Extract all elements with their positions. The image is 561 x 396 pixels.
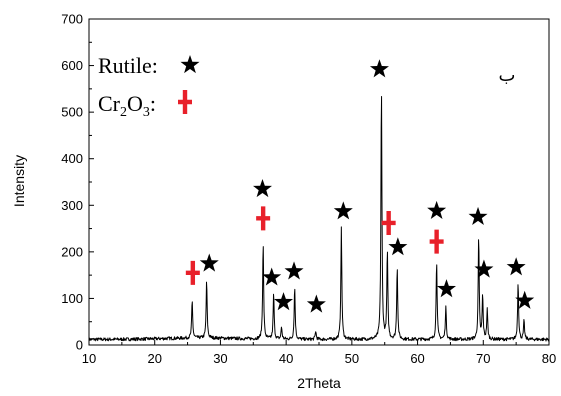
rutile-star-marker bbox=[474, 259, 494, 278]
legend-cr2o3-part-cr: Cr bbox=[98, 91, 121, 116]
xrd-series-line bbox=[88, 95, 550, 342]
rutile-star-marker bbox=[333, 201, 353, 220]
legend-cr2o3-part-sub2: 2 bbox=[120, 105, 127, 120]
plot-background bbox=[89, 19, 549, 345]
data-layer bbox=[88, 95, 550, 342]
y-tick-label: 700 bbox=[61, 12, 83, 27]
y-tick-label: 300 bbox=[61, 198, 83, 213]
rutile-star-marker bbox=[515, 290, 535, 309]
rutile-star-marker bbox=[262, 267, 282, 286]
y-tick-label: 200 bbox=[61, 244, 83, 259]
x-tick-label: 40 bbox=[279, 351, 293, 366]
y-tick-label: 400 bbox=[61, 151, 83, 166]
rutile-star-marker bbox=[427, 200, 447, 219]
marker-layer bbox=[185, 59, 535, 313]
y-tick-label: 500 bbox=[61, 105, 83, 120]
rutile-star-marker bbox=[436, 279, 456, 298]
rutile-star-marker bbox=[284, 261, 304, 280]
x-tick-label: 20 bbox=[147, 351, 161, 366]
rutile-star-marker bbox=[468, 206, 488, 226]
cr2o3-cross-marker bbox=[429, 229, 444, 254]
legend-cr2o3-part-sub3: 3 bbox=[143, 105, 150, 120]
rutile-star-marker bbox=[388, 237, 408, 256]
legend-star-icon bbox=[180, 55, 200, 74]
axis-layer: 10 20 30 40 50 60 70 80 0 100 200 300 400 500 600 700 bbox=[61, 12, 556, 367]
annotation-label: ب bbox=[499, 65, 516, 86]
x-tick-label: 70 bbox=[476, 351, 490, 366]
legend-label-rutile: Rutile: bbox=[98, 53, 158, 78]
y-tick-label: 100 bbox=[61, 291, 83, 306]
legend-cr2o3-part-colon: : bbox=[150, 91, 156, 116]
rutile-star-marker bbox=[274, 292, 294, 311]
x-tick-label: 80 bbox=[542, 351, 556, 366]
rutile-star-marker bbox=[506, 257, 526, 276]
rutile-star-marker bbox=[369, 59, 389, 78]
legend-cross-icon bbox=[178, 90, 192, 114]
legend: Rutile: Cr2O3: bbox=[98, 53, 200, 120]
rutile-star-marker bbox=[199, 253, 219, 272]
legend-cr2o3-part-o: O bbox=[127, 91, 143, 116]
x-axis-title: 2Theta bbox=[297, 375, 341, 391]
y-tick-label: 600 bbox=[61, 58, 83, 73]
cr2o3-cross-marker bbox=[381, 210, 396, 235]
y-axis-title: Intensity bbox=[11, 155, 27, 207]
cr2o3-cross-marker bbox=[185, 260, 200, 285]
cr2o3-cross-marker bbox=[256, 206, 271, 231]
x-tick-label: 10 bbox=[82, 351, 96, 366]
rutile-star-marker bbox=[306, 294, 326, 313]
x-tick-label: 30 bbox=[213, 351, 227, 366]
y-tick-label: 0 bbox=[76, 338, 83, 353]
x-tick-label: 50 bbox=[345, 351, 359, 366]
plot-area bbox=[89, 19, 549, 345]
legend-label-cr2o3: Cr2O3: bbox=[98, 91, 156, 120]
rutile-star-marker bbox=[252, 178, 272, 198]
x-tick-label: 60 bbox=[410, 351, 424, 366]
